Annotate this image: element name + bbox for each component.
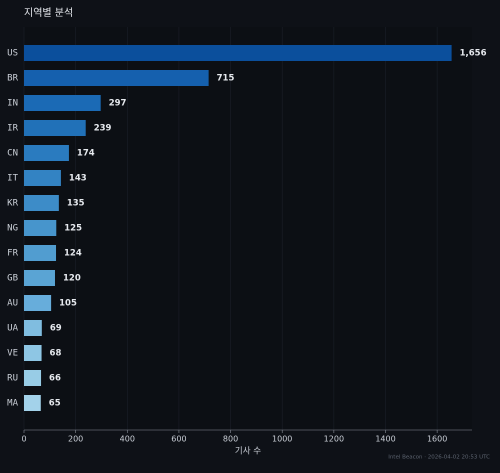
value-label: 105 — [59, 299, 77, 309]
bar — [24, 70, 209, 86]
bar — [24, 95, 101, 111]
y-tick-label: UA — [7, 324, 18, 334]
bar — [24, 220, 57, 236]
bar — [24, 395, 41, 411]
value-label: 125 — [64, 224, 82, 234]
bar — [24, 170, 61, 186]
bar — [24, 270, 55, 286]
chart-title: 지역별 분석 — [24, 7, 73, 19]
value-label: 1,656 — [460, 49, 487, 59]
x-tick-label: 1000 — [272, 435, 292, 444]
value-label: 297 — [109, 99, 127, 109]
bar — [24, 370, 42, 386]
value-label: 68 — [50, 349, 62, 359]
bar — [24, 245, 57, 261]
y-tick-label: IN — [7, 99, 18, 109]
x-tick-label: 600 — [171, 435, 186, 444]
bar — [24, 45, 452, 61]
y-tick-label: AU — [7, 299, 18, 309]
y-tick-label: VE — [7, 349, 18, 359]
bar — [24, 345, 42, 361]
y-tick-label: US — [7, 49, 18, 59]
value-label: 69 — [50, 324, 62, 334]
x-tick-label: 1600 — [427, 435, 447, 444]
y-tick-label: GB — [7, 274, 18, 284]
footer: Intel Beacon · 2026-04-02 20:53 UTC — [388, 455, 490, 461]
x-tick-label: 0 — [21, 435, 26, 444]
value-label: 174 — [77, 149, 95, 159]
x-axis-label: 기사 수 — [235, 447, 261, 457]
value-label: 65 — [49, 399, 61, 409]
y-tick-label: CN — [7, 149, 18, 159]
value-label: 239 — [94, 124, 112, 134]
bar — [24, 120, 86, 136]
x-tick-label: 1200 — [324, 435, 344, 444]
y-tick-label: BR — [7, 74, 18, 84]
y-tick-label: IT — [7, 174, 18, 184]
x-tick-label: 800 — [223, 435, 238, 444]
y-tick-label: KR — [7, 199, 18, 209]
y-tick-label: NG — [7, 224, 18, 234]
value-label: 143 — [69, 174, 87, 184]
x-tick-label: 1400 — [375, 435, 395, 444]
value-label: 715 — [217, 74, 235, 84]
plot-area — [24, 27, 472, 430]
value-label: 120 — [63, 274, 81, 284]
x-tick-label: 200 — [68, 435, 83, 444]
y-tick-label: IR — [7, 124, 18, 134]
y-tick-label: RU — [7, 374, 18, 384]
x-tick-label: 400 — [120, 435, 135, 444]
y-tick-label: FR — [7, 249, 18, 259]
value-label: 135 — [67, 199, 85, 209]
bar — [24, 145, 69, 161]
y-tick-label: MA — [7, 399, 18, 409]
bar — [24, 295, 52, 311]
bar — [24, 195, 59, 211]
bar — [24, 320, 42, 336]
value-label: 66 — [49, 374, 61, 384]
value-label: 124 — [64, 249, 82, 259]
